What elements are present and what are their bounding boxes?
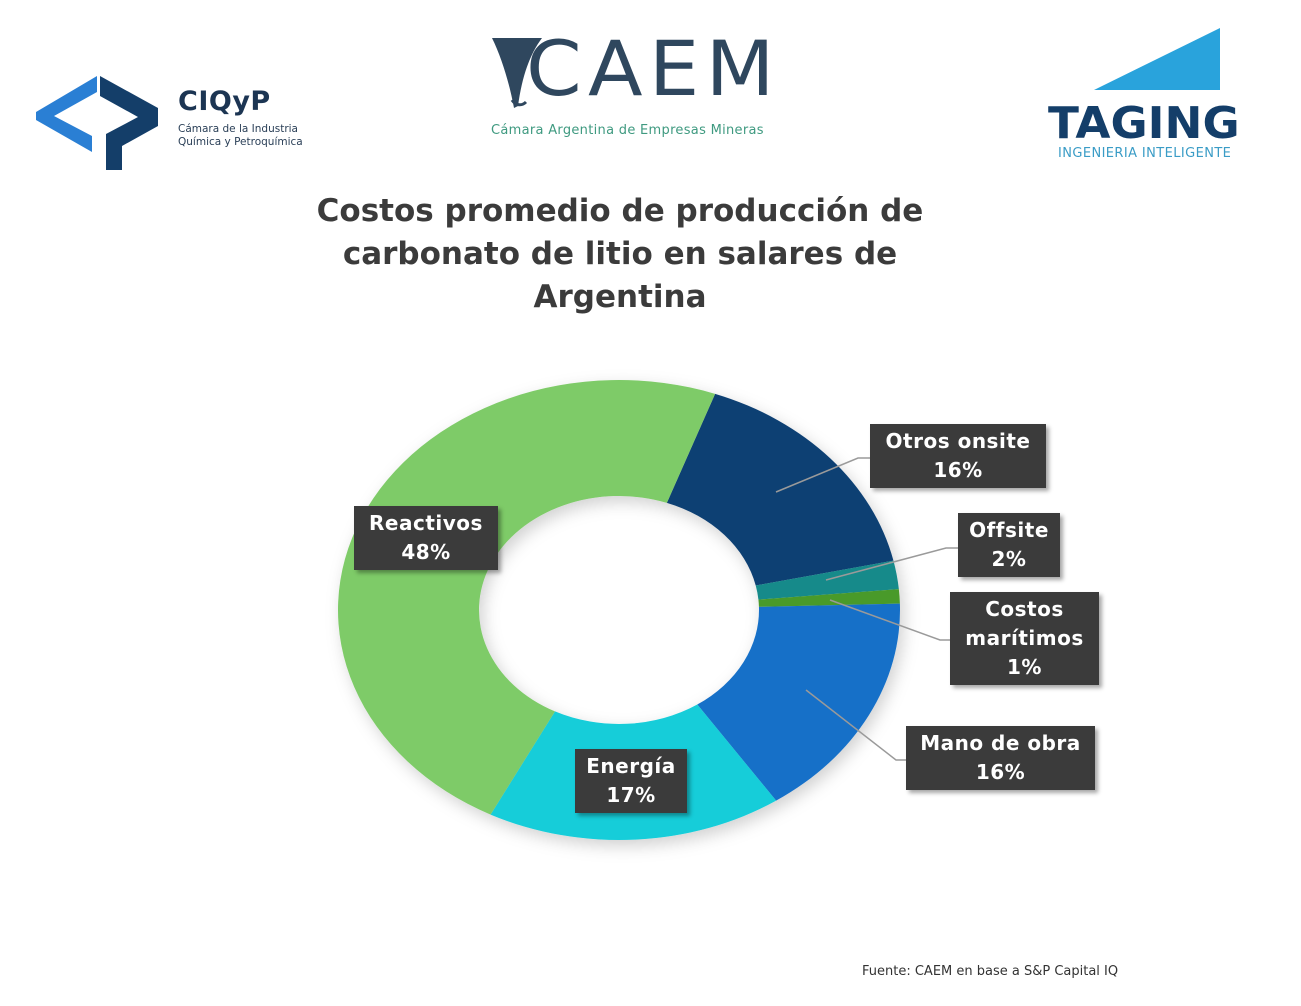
data-label-energia: Energía 17% xyxy=(575,749,687,813)
leader-line-offsite xyxy=(825,547,958,581)
leader-lines xyxy=(775,457,958,761)
slice-mano-de-obra xyxy=(697,603,900,801)
data-label-mano-de-obra: Mano de obra 16% xyxy=(906,726,1095,790)
chart-title-line2: carbonato de litio en salares de xyxy=(342,236,898,272)
source-note: Fuente: CAEM en base a S&P Capital IQ xyxy=(862,964,1119,979)
taging-triangle-icon xyxy=(1094,28,1220,90)
taging-logo: TAGING INGENIERIA INTELIGENTE xyxy=(1046,26,1270,166)
ciqyp-mark-icon xyxy=(36,76,158,170)
leader-line-costos-maritimos xyxy=(829,599,950,641)
caem-name: CAEM xyxy=(526,24,781,113)
data-label-otros-onsite: Otros onsite 16% xyxy=(870,424,1046,488)
ciqyp-subtitle-line1: Cámara de la Industria xyxy=(178,123,298,135)
taging-name: TAGING xyxy=(1048,98,1240,149)
chart-title-line1: Costos promedio de producción de xyxy=(316,193,924,229)
chart-title: Costos promedio de producción de carbona… xyxy=(220,190,1020,319)
caem-mark-icon xyxy=(492,38,542,108)
chart-title-line3: Argentina xyxy=(533,279,707,315)
ciqyp-name: CIQyP xyxy=(178,86,271,117)
leader-line-otros-onsite xyxy=(775,457,870,493)
data-label-reactivos: Reactivos 48% xyxy=(354,506,498,570)
data-label-costos-maritimos: Costos marítimos 1% xyxy=(950,592,1099,685)
ciqyp-subtitle-line2: Química y Petroquímica xyxy=(178,136,303,148)
taging-subtitle: INGENIERIA INTELIGENTE xyxy=(1058,146,1232,161)
ciqyp-logo: CIQyP Cámara de la Industria Química y P… xyxy=(34,74,334,174)
data-label-offsite: Offsite 2% xyxy=(958,513,1060,577)
slice-reactivos xyxy=(338,380,716,815)
caem-subtitle: Cámara Argentina de Empresas Mineras xyxy=(491,123,764,138)
leader-line-mano-de-obra xyxy=(805,689,906,761)
caem-logo: CAEM Cámara Argentina de Empresas Minera… xyxy=(488,24,828,142)
slice-costos-maritimos xyxy=(758,589,900,607)
